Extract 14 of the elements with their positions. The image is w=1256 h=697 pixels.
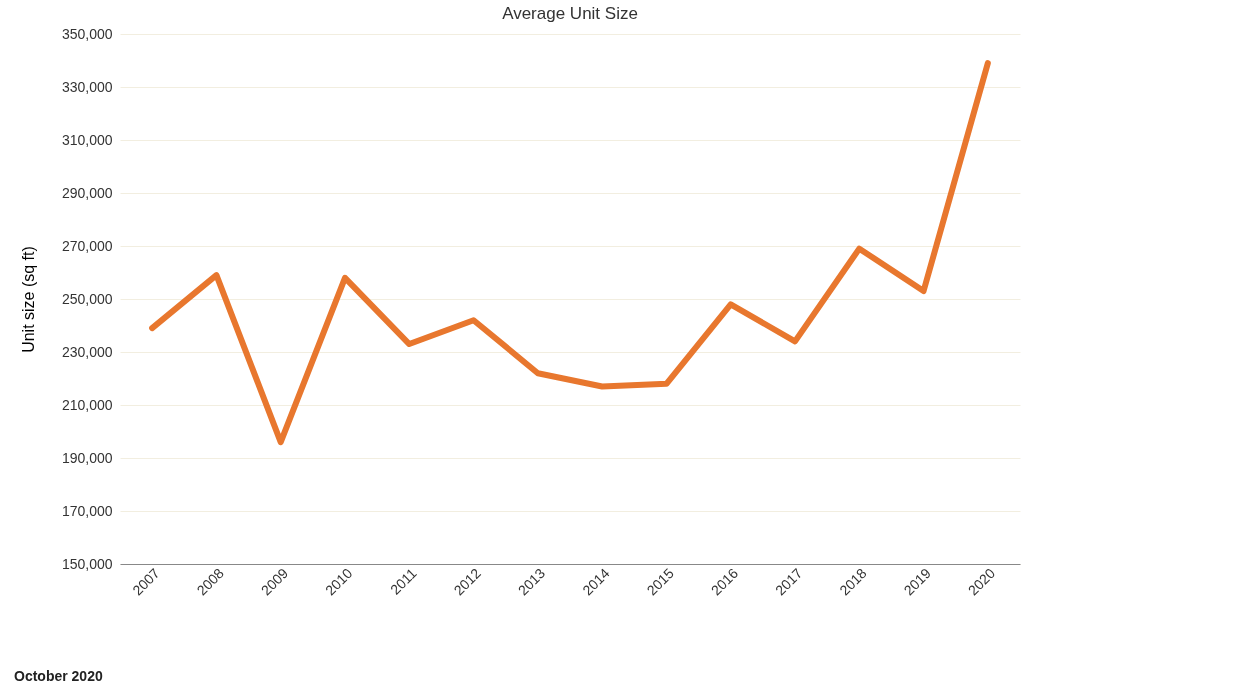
text: October 2020 xyxy=(14,668,103,684)
y-tick-label: 290,000 xyxy=(61,184,113,201)
y-tick-label: 310,000 xyxy=(61,131,113,148)
chart-title: Average Unit Size xyxy=(502,4,638,23)
y-tick-label: 270,000 xyxy=(61,237,113,254)
y-tick-label: 330,000 xyxy=(61,78,113,95)
y-tick-label: 150,000 xyxy=(61,555,113,572)
y-tick-label: 350,000 xyxy=(61,25,113,42)
y-tick-label: 230,000 xyxy=(61,343,113,360)
y-tick-label: 190,000 xyxy=(61,449,113,466)
y-axis-title: Unit size (sq ft) xyxy=(19,246,37,353)
y-tick-label: 250,000 xyxy=(61,290,113,307)
y-tick-label: 170,000 xyxy=(61,502,113,519)
y-tick-label: 210,000 xyxy=(61,396,113,413)
